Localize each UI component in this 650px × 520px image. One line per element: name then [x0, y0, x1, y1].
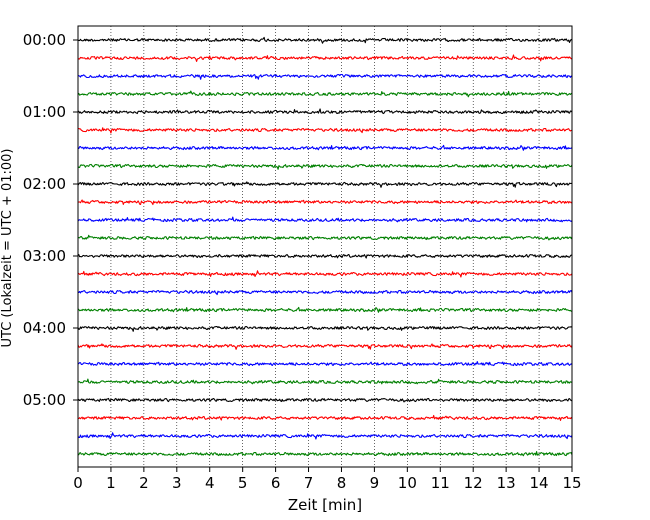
trace-line: [77, 378, 573, 385]
plot-frame: [77, 25, 573, 468]
trace-line: [77, 270, 573, 278]
x-tick-label: 14: [530, 474, 549, 492]
trace-line: [77, 181, 573, 188]
y-axis: 00:00 01:00 02:00 03:00 04:00 05:00: [23, 31, 78, 409]
x-axis: 0 1 2 3 4 5 6 7 8 9 10 11 12 13 14 15: [73, 467, 582, 492]
y-tick-label: 02:00: [23, 175, 66, 193]
trace-line: [77, 414, 573, 421]
x-tick-label: 10: [398, 474, 417, 492]
trace-line: [77, 432, 573, 440]
x-tick-label: 12: [464, 474, 483, 492]
trace-line: [77, 289, 573, 296]
x-axis-label: Zeit [min]: [288, 496, 362, 514]
trace-line: [78, 36, 573, 44]
trace-line: [77, 306, 573, 313]
trace-line: [77, 361, 573, 367]
trace-line: [77, 343, 573, 350]
traces-layer: [77, 36, 573, 457]
x-tick-label: 6: [271, 474, 281, 492]
y-tick-label: 03:00: [23, 247, 66, 265]
x-tick-label: 3: [172, 474, 182, 492]
x-tick-label: 1: [106, 474, 116, 492]
trace-line: [77, 325, 573, 332]
trace-line: [77, 253, 573, 259]
x-tick-label: 13: [497, 474, 516, 492]
trace-line: [77, 73, 573, 80]
trace-line: [77, 163, 573, 170]
trace-line: [77, 397, 573, 403]
trace-line: [77, 108, 573, 115]
y-tick-label: 05:00: [23, 391, 66, 409]
x-tick-label: 7: [304, 474, 314, 492]
trace-line: [77, 199, 573, 206]
y-axis-label: UTC (Lokalzeit = UTC + 01:00): [0, 149, 15, 348]
trace-line: [78, 144, 573, 151]
trace-line: [77, 127, 573, 134]
x-tick-label: 5: [238, 474, 248, 492]
x-tick-label: 4: [205, 474, 215, 492]
y-tick-label: 01:00: [23, 103, 66, 121]
trace-line: [77, 234, 573, 241]
y-tick-label: 04:00: [23, 319, 66, 337]
x-tick-label: 2: [139, 474, 149, 492]
trace-line: [77, 90, 573, 98]
x-tick-label: 0: [73, 474, 83, 492]
trace-line: [77, 54, 573, 62]
x-tick-label: 11: [431, 474, 450, 492]
x-tick-label: 8: [337, 474, 347, 492]
x-tick-label: 9: [370, 474, 380, 492]
x-tick-label: 15: [562, 474, 581, 492]
trace-line: [77, 216, 573, 223]
y-tick-label: 00:00: [23, 31, 66, 49]
trace-line: [77, 451, 573, 457]
